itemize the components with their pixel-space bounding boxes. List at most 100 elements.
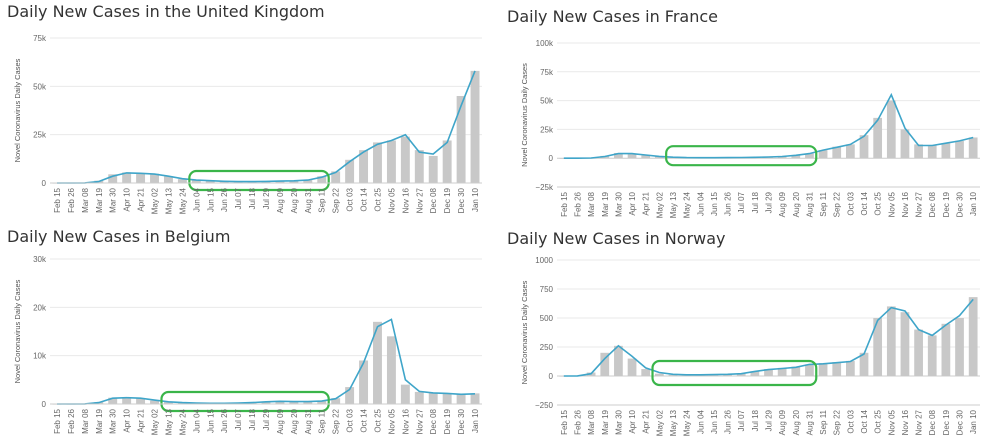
x-tick-label: Aug 20	[290, 408, 299, 434]
x-tick-label: Jul 18	[751, 191, 760, 213]
chart-title: Daily New Cases in Belgium	[7, 227, 231, 246]
bar	[108, 174, 118, 183]
x-tick-label: Nov 27	[915, 191, 924, 217]
bar	[955, 318, 964, 376]
bar	[873, 318, 883, 376]
bar	[955, 140, 964, 159]
bar	[805, 153, 814, 159]
y-tick-label: 1000	[535, 256, 553, 265]
x-tick-label: Jun 15	[710, 409, 719, 434]
bar	[900, 312, 910, 376]
x-tick-label: Nov 16	[901, 409, 910, 435]
y-tick-label: 50k	[33, 82, 47, 91]
y-tick-label: 500	[540, 314, 554, 323]
y-tick-label: 75k	[540, 68, 554, 77]
x-tick-label: Mar 19	[601, 191, 610, 216]
bar	[900, 129, 910, 159]
x-tick-label: Oct 14	[360, 408, 369, 432]
highlight-box	[665, 145, 818, 167]
x-tick-label: Aug 09	[276, 187, 285, 213]
y-tick-label: −250	[535, 401, 554, 410]
bar	[627, 153, 637, 159]
chart-panel-norway: Daily New Cases in Norway −250 0 250 500 750…	[500, 219, 1000, 439]
bar	[456, 394, 466, 404]
x-tick-label: Sep 11	[318, 187, 327, 212]
x-tick-label: Aug 31	[805, 191, 814, 217]
bar	[627, 358, 637, 376]
x-tick-label: Dec 08	[429, 408, 438, 434]
x-tick-label: Apr 10	[628, 409, 637, 433]
x-tick-label: Apr 10	[123, 187, 132, 211]
x-tick-label: Feb 26	[67, 187, 76, 212]
x-tick-label: Nov 05	[387, 187, 396, 213]
x-tick-label: Jun 26	[724, 409, 733, 434]
x-tick-label: Sep 11	[819, 409, 828, 434]
x-tick-label: Apr 21	[642, 409, 651, 433]
bar	[927, 145, 937, 159]
bar	[345, 387, 355, 404]
y-tick-label: 25k	[540, 125, 554, 134]
bar	[136, 398, 146, 404]
x-tick-label: Mar 30	[109, 408, 118, 433]
bar	[859, 135, 869, 159]
bar	[818, 363, 828, 376]
bar	[846, 360, 855, 376]
bar	[317, 401, 327, 404]
x-tick-label: Jul 29	[262, 187, 271, 209]
x-tick-label: Feb 15	[53, 408, 62, 433]
bar	[470, 70, 480, 183]
x-tick-label: Oct 03	[846, 191, 855, 215]
x-tick-label: Mar 08	[81, 408, 90, 433]
x-tick-label: Jul 18	[751, 409, 760, 431]
bar	[428, 155, 438, 183]
x-tick-label: Oct 14	[860, 409, 869, 433]
x-tick-label: Jun 26	[220, 187, 229, 212]
bar	[373, 142, 382, 183]
bar	[122, 172, 132, 183]
x-tick-label: Aug 20	[792, 409, 801, 435]
moving-average-line	[57, 318, 476, 405]
x-tick-label: Nov 27	[915, 409, 924, 435]
bar	[136, 173, 146, 183]
bar	[177, 179, 187, 183]
chart-title: Daily New Cases in the United Kingdom	[7, 2, 325, 21]
x-tick-label: Jul 18	[248, 187, 257, 209]
bar	[163, 176, 173, 183]
x-tick-label: Aug 31	[304, 187, 313, 213]
bar	[275, 181, 285, 183]
x-tick-label: Jun 04	[192, 408, 201, 433]
chart-svg: 0 25k 50k 75k Novel Coronavirus Daily Cases F…	[13, 34, 482, 214]
y-tick-label: 75k	[33, 34, 47, 43]
y-tick-label: 10k	[33, 352, 47, 361]
x-tick-label: Oct 25	[373, 408, 382, 432]
bar	[941, 323, 951, 376]
bar	[150, 400, 159, 404]
bar	[968, 137, 978, 159]
x-tick-label: Aug 09	[778, 409, 787, 435]
x-tick-label: Mar 30	[614, 191, 623, 216]
bar	[941, 143, 951, 159]
x-tick-label: May 13	[669, 191, 678, 218]
y-tick-label: 0	[549, 372, 554, 381]
x-tick-label: Feb 15	[560, 191, 569, 216]
x-tick-label: Dec 19	[942, 409, 951, 435]
moving-average-line	[563, 298, 974, 377]
x-tick-label: Mar 30	[614, 409, 623, 434]
x-tick-label: Oct 14	[860, 191, 869, 215]
x-tick-label: Sep 22	[332, 408, 341, 434]
bar	[791, 366, 801, 376]
bar	[886, 306, 896, 376]
chart-svg: −25k 0 25k 50k 75k 100k Novel Coronavirus Dail…	[520, 39, 980, 218]
bar	[205, 180, 215, 183]
x-tick-label: Apr 10	[123, 408, 132, 432]
x-tick-label: May 24	[178, 408, 187, 435]
x-tick-label: Aug 20	[290, 187, 299, 213]
x-tick-label: Dec 08	[429, 187, 438, 213]
bar	[614, 345, 623, 376]
x-tick-label: May 13	[164, 187, 173, 214]
bar	[470, 393, 480, 404]
bar	[289, 180, 299, 183]
x-tick-label: Nov 16	[901, 191, 910, 217]
bar	[777, 156, 787, 159]
bar	[456, 96, 466, 183]
